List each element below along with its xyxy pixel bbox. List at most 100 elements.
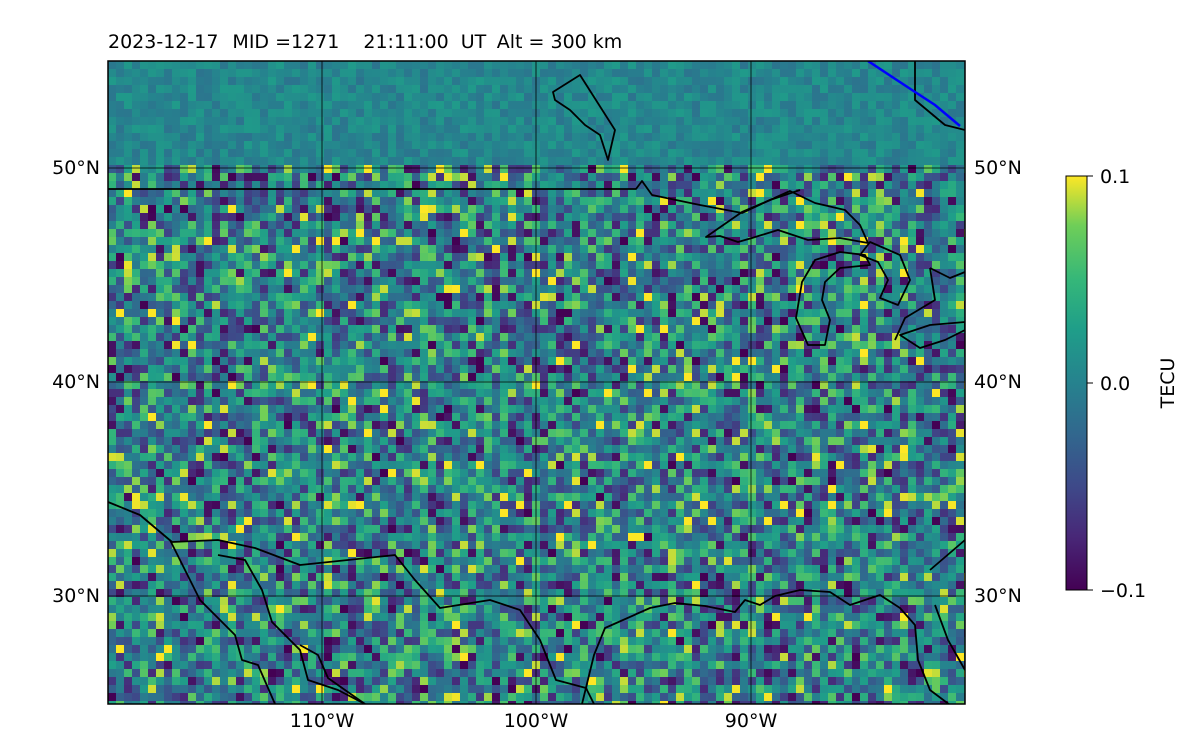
heatmap-cell	[764, 309, 772, 317]
heatmap-cell	[380, 237, 388, 245]
heatmap-cell	[812, 397, 820, 405]
heatmap-cell	[756, 333, 764, 341]
heatmap-cell	[140, 365, 148, 373]
heatmap-cell	[796, 125, 804, 133]
heatmap-cell	[644, 101, 652, 109]
heatmap-cell	[732, 221, 740, 229]
heatmap-cell	[292, 325, 300, 333]
heatmap-cell	[404, 245, 412, 253]
heatmap-cell	[844, 85, 852, 93]
heatmap-cell	[620, 309, 628, 317]
heatmap-cell	[444, 221, 452, 229]
heatmap-cell	[228, 389, 236, 397]
heatmap-cell	[492, 69, 500, 77]
heatmap-cell	[500, 125, 508, 133]
heatmap-cell	[164, 293, 172, 301]
heatmap-cell	[652, 197, 660, 205]
heatmap-cell	[108, 253, 116, 261]
heatmap-cell	[924, 85, 932, 93]
heatmap-cell	[948, 301, 956, 309]
heatmap-cell	[116, 349, 124, 357]
heatmap-cell	[908, 317, 916, 325]
heatmap-cell	[228, 101, 236, 109]
heatmap-cell	[164, 413, 172, 421]
heatmap-cell	[580, 85, 588, 93]
heatmap-cell	[876, 213, 884, 221]
heatmap-cell	[124, 189, 132, 197]
heatmap-cell	[236, 277, 244, 285]
heatmap-cell	[708, 365, 716, 373]
heatmap-cell	[892, 277, 900, 285]
heatmap-cell	[668, 381, 676, 389]
heatmap-cell	[140, 309, 148, 317]
heatmap-cell	[428, 301, 436, 309]
heatmap-cell	[708, 277, 716, 285]
heatmap-cell	[692, 189, 700, 197]
heatmap-cell	[172, 277, 180, 285]
heatmap-cell	[132, 429, 140, 437]
heatmap-cell	[388, 269, 396, 277]
heatmap-cell	[956, 165, 964, 173]
heatmap-cell	[628, 325, 636, 333]
heatmap-cell	[836, 333, 844, 341]
heatmap-cell	[900, 389, 908, 397]
heatmap-cell	[372, 357, 380, 365]
heatmap-cell	[700, 197, 708, 205]
heatmap-cell	[548, 77, 556, 85]
heatmap-cell	[548, 261, 556, 269]
heatmap-cell	[756, 221, 764, 229]
heatmap-cell	[612, 133, 620, 141]
heatmap-cell	[596, 117, 604, 125]
heatmap-cell	[372, 77, 380, 85]
heatmap-cell	[148, 397, 156, 405]
heatmap-cell	[756, 293, 764, 301]
heatmap-cell	[764, 157, 772, 165]
heatmap-cell	[332, 357, 340, 365]
heatmap-cell	[484, 293, 492, 301]
heatmap-cell	[620, 205, 628, 213]
heatmap-cell	[876, 397, 884, 405]
heatmap-cell	[196, 413, 204, 421]
heatmap-cell	[316, 405, 324, 413]
heatmap-cell	[412, 421, 420, 429]
heatmap-cell	[484, 261, 492, 269]
heatmap-cell	[660, 341, 668, 349]
heatmap-cell	[476, 77, 484, 85]
heatmap-cell	[364, 69, 372, 77]
heatmap-cell	[900, 69, 908, 77]
heatmap-cell	[564, 197, 572, 205]
heatmap-cell	[276, 237, 284, 245]
heatmap-cell	[660, 317, 668, 325]
heatmap-cell	[812, 221, 820, 229]
heatmap-cell	[260, 285, 268, 293]
heatmap-cell	[804, 325, 812, 333]
heatmap-cell	[444, 269, 452, 277]
heatmap-cell	[716, 349, 724, 357]
heatmap-cell	[252, 341, 260, 349]
heatmap-cell	[668, 101, 676, 109]
heatmap-cell	[180, 197, 188, 205]
heatmap-cell	[516, 309, 524, 317]
heatmap-cell	[668, 421, 676, 429]
heatmap-cell	[388, 309, 396, 317]
heatmap-cell	[868, 325, 876, 333]
heatmap-cell	[244, 77, 252, 85]
heatmap-cell	[316, 341, 324, 349]
heatmap-cell	[748, 301, 756, 309]
heatmap-cell	[556, 285, 564, 293]
heatmap-cell	[700, 205, 708, 213]
heatmap-cell	[428, 341, 436, 349]
heatmap-cell	[156, 341, 164, 349]
heatmap-cell	[732, 173, 740, 181]
heatmap-cell	[388, 245, 396, 253]
heatmap-cell	[636, 381, 644, 389]
heatmap-cell	[268, 373, 276, 381]
heatmap-cell	[228, 69, 236, 77]
heatmap-cell	[124, 93, 132, 101]
heatmap-cell	[548, 181, 556, 189]
heatmap-cell	[148, 133, 156, 141]
heatmap-cell	[428, 405, 436, 413]
heatmap-cell	[372, 349, 380, 357]
heatmap-cell	[772, 413, 780, 421]
heatmap-cell	[916, 93, 924, 101]
